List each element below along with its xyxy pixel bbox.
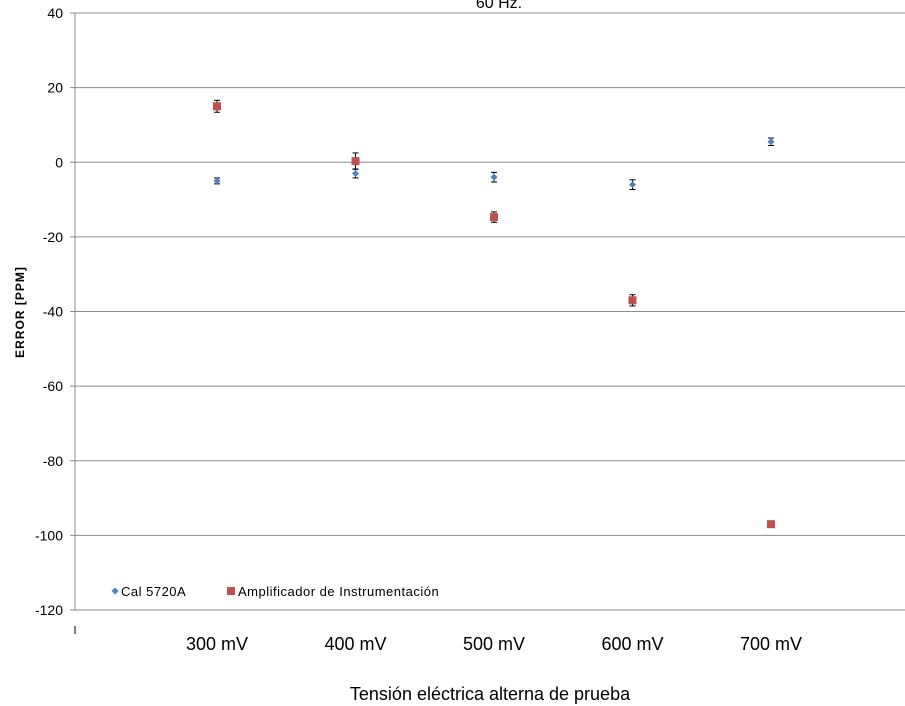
data-points (213, 99, 775, 529)
y-tick-label: -60 (43, 378, 63, 394)
y-tick-label: 40 (47, 5, 63, 21)
point-marker-square (213, 102, 221, 111)
data-point (213, 177, 221, 185)
point-marker-diamond (490, 173, 498, 181)
data-point (352, 168, 359, 179)
y-tick-label: -40 (43, 304, 63, 320)
data-point (490, 211, 498, 223)
y-tick-label: 20 (47, 80, 63, 96)
legend-label-amplificador: Amplificador de Instrumentación (238, 584, 439, 599)
data-point (351, 152, 360, 170)
legend-marker-diamond-icon (111, 587, 119, 595)
y-axis-ticks: 40 20 0 -20 -40 -60 -80 -100 -120 (35, 5, 75, 618)
legend-label-cal: Cal 5720A (121, 584, 186, 599)
data-point (629, 179, 636, 190)
legend-marker-square-icon (227, 587, 235, 595)
legend: Cal 5720A Amplificador de Instrumentació… (111, 584, 439, 599)
y-tick-label: 0 (55, 154, 63, 170)
y-tick-label: -120 (35, 602, 63, 618)
legend-item-amplificador: Amplificador de Instrumentación (227, 584, 439, 599)
data-point (767, 520, 775, 529)
y-tick-label: -80 (43, 453, 63, 469)
point-marker-square (490, 213, 498, 222)
x-category-label: 500 mV (463, 634, 525, 654)
point-marker-diamond (213, 177, 221, 185)
data-point (490, 171, 498, 183)
point-marker-diamond (629, 181, 636, 189)
chart-title: 60 Hz. (476, 0, 522, 12)
data-point (628, 294, 637, 307)
point-marker-square (767, 520, 775, 529)
y-axis-title: ERROR [PPM] (13, 266, 27, 358)
data-point (213, 99, 221, 113)
x-category-label: 400 mV (324, 634, 386, 654)
x-category-label: 600 mV (601, 634, 663, 654)
data-point (767, 137, 775, 146)
gridlines (74, 12, 905, 634)
point-marker-diamond (352, 169, 359, 177)
x-axis-categories: 300 mV 400 mV 500 mV 600 mV 700 mV (186, 634, 802, 654)
y-tick-label: -20 (43, 229, 63, 245)
point-marker-square (351, 157, 360, 166)
point-marker-square (628, 296, 637, 305)
x-category-label: 700 mV (740, 634, 802, 654)
x-axis-title: Tensión eléctrica alterna de prueba (350, 684, 631, 704)
y-tick-label: -100 (35, 527, 63, 543)
point-marker-diamond (767, 138, 775, 146)
legend-item-cal: Cal 5720A (111, 584, 186, 599)
x-category-label: 300 mV (186, 634, 248, 654)
